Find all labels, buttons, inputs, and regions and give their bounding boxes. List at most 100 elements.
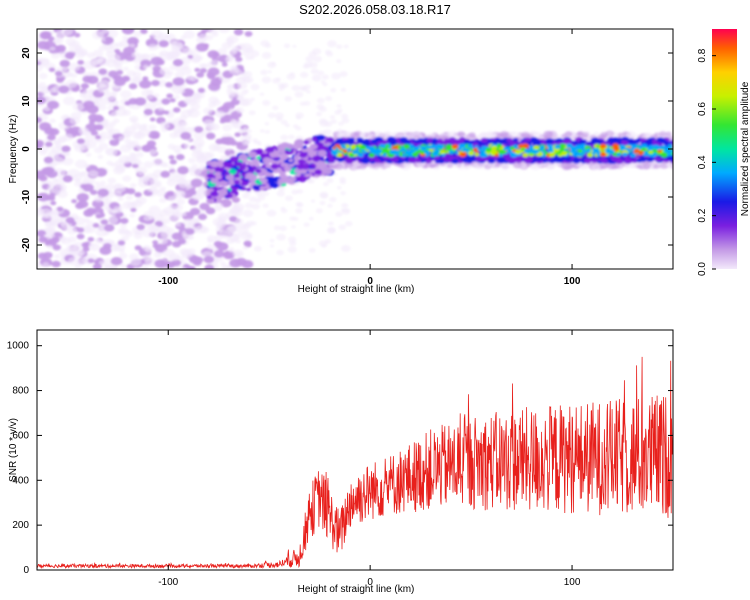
- spectrogram-cell: [351, 165, 358, 170]
- spectrogram-cell: [382, 131, 391, 138]
- spectrogram-cell: [151, 79, 160, 87]
- spectrogram-cell: [166, 93, 174, 99]
- spectrogram-cell: [176, 198, 186, 205]
- spectrogram-cell: [299, 152, 308, 158]
- spectrogram-cell: [160, 230, 171, 238]
- spectrogram-cell: [286, 144, 294, 150]
- spectrogram-cell: [61, 145, 71, 153]
- spectrogram-cell: [167, 257, 174, 262]
- spectrogram-cell: [240, 179, 250, 187]
- spectrogram-cell: [216, 47, 228, 56]
- spectrogram-cell: [92, 58, 102, 65]
- spectrogram-cell: [279, 225, 287, 232]
- spectrogram-cell: [255, 168, 262, 174]
- spectrogram-cell: [253, 245, 262, 252]
- spectrogram-cell: [89, 119, 96, 125]
- spectrogram-cell: [37, 117, 42, 123]
- spectrogram-cell: [325, 96, 333, 102]
- spectrogram-cell: [245, 187, 252, 192]
- spectrogram-cell: [179, 248, 190, 256]
- spectrogram-cell: [174, 204, 184, 211]
- spectrogram-cell: [93, 115, 105, 123]
- spectrogram-cell: [37, 262, 43, 269]
- spectrogram-cell: [383, 162, 391, 169]
- spectrogram-cell: [476, 134, 482, 139]
- spectrogram-cell: [37, 139, 45, 147]
- spectrogram-cell: [272, 105, 279, 111]
- spectrogram-cell: [546, 163, 554, 169]
- spectrogram-cell: [213, 250, 225, 258]
- spectrogram-cell: [264, 122, 270, 126]
- spectrogram-cell: [422, 139, 428, 144]
- spectrogram-cell: [208, 143, 220, 152]
- spectrogram-cell: [244, 31, 253, 37]
- spectrogram-cell: [173, 211, 183, 218]
- spectrogram-cell: [214, 206, 223, 212]
- spectrogram-cell: [240, 98, 253, 107]
- spectrogram-cell: [322, 181, 329, 187]
- spectrogram-cell: [171, 232, 183, 241]
- spectrogram-cell: [243, 240, 252, 247]
- spectrogram-cell: [100, 219, 109, 225]
- spectrogram-cell: [329, 196, 337, 203]
- spectrogram-cell: [280, 120, 288, 125]
- spectrogram-cell: [336, 59, 342, 63]
- spectrogram-cell: [226, 54, 235, 61]
- spectrogram-cell: [280, 162, 287, 168]
- spectrogram-cell: [244, 202, 254, 209]
- spectrogram-cell: [206, 195, 212, 200]
- spectrogram-cell: [484, 164, 492, 170]
- spectrogram-cell: [130, 118, 137, 123]
- spectrogram-cell: [591, 163, 601, 171]
- spectrogram-cell: [221, 62, 228, 67]
- spectrogram-cell: [218, 163, 224, 168]
- spectrogram-cell: [67, 42, 74, 47]
- spectrogram-cell: [230, 98, 240, 106]
- spectrogram-cell: [264, 129, 271, 134]
- spectrogram-cell: [98, 104, 107, 111]
- spectrogram-cell: [122, 175, 132, 182]
- spectrogram-cell: [283, 43, 291, 49]
- spectrogram-cell: [97, 57, 110, 67]
- spectrogram-cell: [169, 65, 176, 71]
- spectrogram-cell: [74, 178, 81, 183]
- spectrogram-cell: [276, 116, 283, 122]
- spectrogram-cell: [54, 254, 61, 259]
- spectrogram-cell: [259, 129, 265, 133]
- spectrogram-cell: [261, 52, 272, 59]
- spectrogram-cell: [297, 165, 304, 170]
- spectrogram-cell: [336, 104, 342, 108]
- spectrogram-cell: [166, 179, 177, 187]
- spectrogram-cell: [236, 43, 246, 51]
- spectrogram-cell: [477, 141, 484, 146]
- spectrogram-cell: [252, 185, 259, 190]
- spectrogram-cell: [280, 153, 288, 159]
- spectrogram-cell: [329, 115, 336, 120]
- spectrogram-cell: [92, 222, 100, 228]
- spectrogram-cell: [193, 227, 200, 233]
- spectrogram-cell: [175, 154, 185, 161]
- spectrogram-cell: [142, 76, 149, 81]
- spectrogram-cell: [310, 199, 316, 203]
- spectrogram-cell: [98, 142, 109, 150]
- spectrogram-cell: [506, 138, 513, 143]
- spectrogram-cell: [236, 81, 248, 90]
- spectrogram-cell: [105, 264, 113, 269]
- spectrogram-cell: [153, 93, 160, 98]
- spectrogram-cell: [225, 225, 237, 235]
- spectrogram-cell: [124, 138, 132, 144]
- spectrogram-cell: [198, 213, 207, 221]
- spectrogram-cell: [228, 249, 234, 253]
- spectrogram-cell: [337, 108, 343, 113]
- spectrogram-cell: [107, 177, 117, 184]
- spectrogram-cell: [314, 169, 323, 175]
- spectrogram-cell: [37, 65, 43, 72]
- spectrogram-cell: [161, 98, 171, 105]
- spectrogram-cell: [142, 64, 149, 69]
- spectrogram-cell: [229, 155, 239, 163]
- spectrogram-cell: [287, 246, 297, 253]
- spectrogram-cell: [168, 165, 175, 170]
- spectrogram-cell: [634, 139, 641, 144]
- spectrogram-cell: [330, 88, 337, 93]
- spectrogram-cell: [312, 155, 322, 163]
